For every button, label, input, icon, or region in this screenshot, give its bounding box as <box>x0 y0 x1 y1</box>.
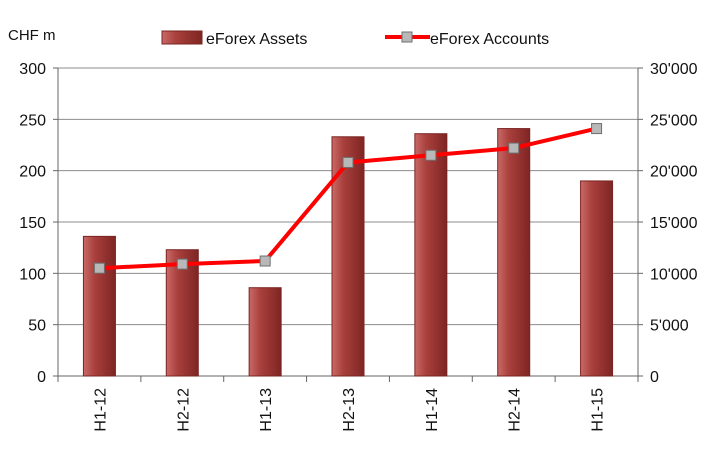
legend-marker-eforex-accounts <box>401 31 413 43</box>
bar-eforex-assets-H1-13 <box>248 287 282 377</box>
right-axis-tick-label: 15'000 <box>650 215 698 232</box>
bar-eforex-assets-H2-12 <box>165 249 199 377</box>
left-axis-tick-label: 200 <box>19 164 46 181</box>
marker-eforex-accounts-H2-12 <box>176 258 188 270</box>
legend-label-eforex-accounts: eForex Accounts <box>430 31 549 48</box>
marker-eforex-accounts-H1-12 <box>93 262 105 274</box>
marker-eforex-accounts-H1-15 <box>591 123 603 135</box>
x-axis-tick-label: H1-12 <box>92 388 109 432</box>
x-axis-tick-label: H2-14 <box>507 388 524 432</box>
y-unit-label: CHF m <box>8 27 56 44</box>
bar-eforex-assets-H2-14 <box>497 128 531 377</box>
right-axis-tick-label: 25'000 <box>650 112 698 129</box>
x-axis-tick-label: H2-13 <box>341 388 358 432</box>
marker-eforex-accounts-H2-13 <box>342 156 354 168</box>
bar-eforex-assets-H1-14 <box>414 133 448 377</box>
left-axis-tick-label: 150 <box>19 215 46 232</box>
right-axis-tick-label: 5'000 <box>650 318 689 335</box>
legend-label-eforex-assets: eForex Assets <box>206 31 307 48</box>
x-axis-tick-label: H1-15 <box>590 388 607 432</box>
right-axis-tick-label: 0 <box>650 369 659 386</box>
right-axis-tick-label: 30'000 <box>650 61 698 78</box>
left-axis-tick-label: 50 <box>28 318 46 335</box>
left-axis-tick-label: 100 <box>19 266 46 283</box>
x-axis-tick-label: H2-12 <box>175 388 192 432</box>
left-axis-tick-label: 0 <box>37 369 46 386</box>
bar-eforex-assets-H1-15 <box>580 180 614 377</box>
marker-eforex-accounts-H2-14 <box>508 142 520 154</box>
x-axis-tick-label: H1-14 <box>424 388 441 432</box>
left-axis-tick-label: 250 <box>19 112 46 129</box>
x-axis-tick-label: H1-13 <box>258 388 275 432</box>
left-axis-tick-label: 300 <box>19 61 46 78</box>
marker-eforex-accounts-H1-14 <box>425 149 437 161</box>
right-axis-tick-label: 20'000 <box>650 164 698 181</box>
legend-swatch-eforex-assets <box>161 30 203 45</box>
marker-eforex-accounts-H1-13 <box>259 255 271 267</box>
bar-eforex-assets-H1-12 <box>82 235 116 377</box>
right-axis-tick-label: 10'000 <box>650 266 698 283</box>
